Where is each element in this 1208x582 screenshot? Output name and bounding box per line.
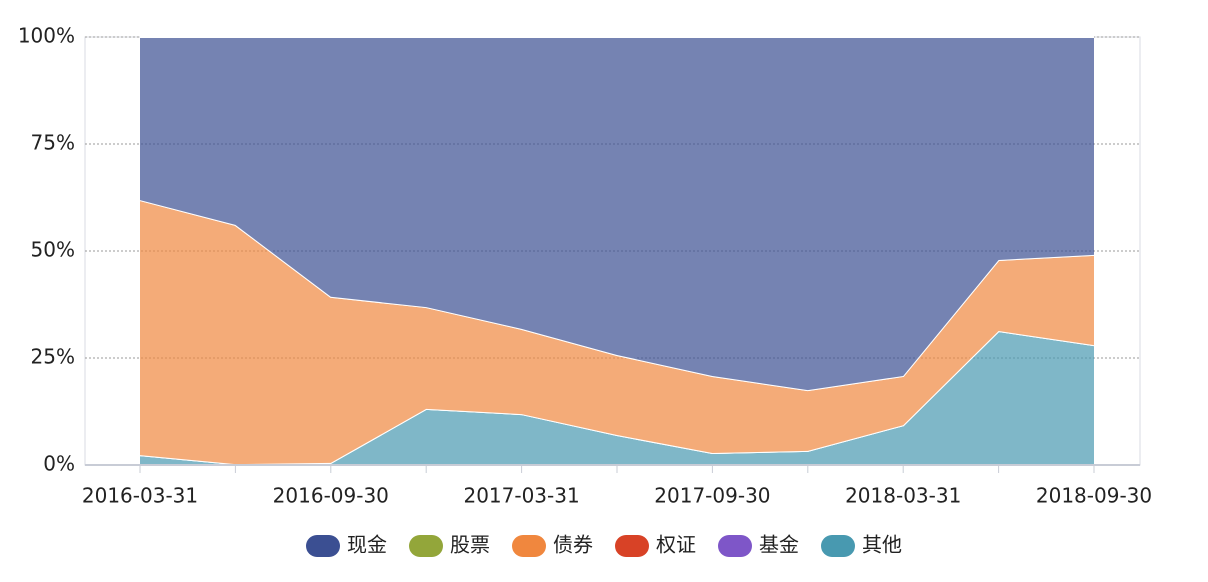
x-tick-label: 2018-09-30 (1036, 484, 1152, 508)
x-tick-label: 2016-03-31 (82, 484, 198, 508)
legend-swatch (306, 535, 340, 557)
legend-label: 基金 (759, 533, 799, 557)
legend-swatch (512, 535, 546, 557)
area (140, 200, 1094, 465)
x-tick-label: 2017-09-30 (654, 484, 770, 508)
legend-swatch (821, 535, 855, 557)
legend-swatch (718, 535, 752, 557)
legend-label: 其他 (862, 533, 902, 557)
legend-label: 现金 (347, 533, 387, 557)
legend-swatch (615, 535, 649, 557)
area (140, 331, 1094, 465)
x-tick-label: 2017-03-31 (463, 484, 579, 508)
legend-label: 权证 (656, 533, 696, 557)
area (140, 37, 1094, 391)
x-tick-label: 2016-09-30 (273, 484, 389, 508)
legend-swatch (409, 535, 443, 557)
legend: 现金 股票 债券 权证 基金 其他 (306, 533, 902, 557)
y-tick-label: 25% (31, 345, 75, 369)
legend-label: 债券 (553, 533, 593, 557)
y-tick-label: 0% (43, 452, 75, 476)
y-tick-label: 100% (18, 24, 75, 48)
y-tick-label: 75% (31, 131, 75, 155)
legend-label: 股票 (450, 533, 490, 557)
x-tick-label: 2018-03-31 (845, 484, 961, 508)
y-tick-label: 50% (31, 238, 75, 262)
